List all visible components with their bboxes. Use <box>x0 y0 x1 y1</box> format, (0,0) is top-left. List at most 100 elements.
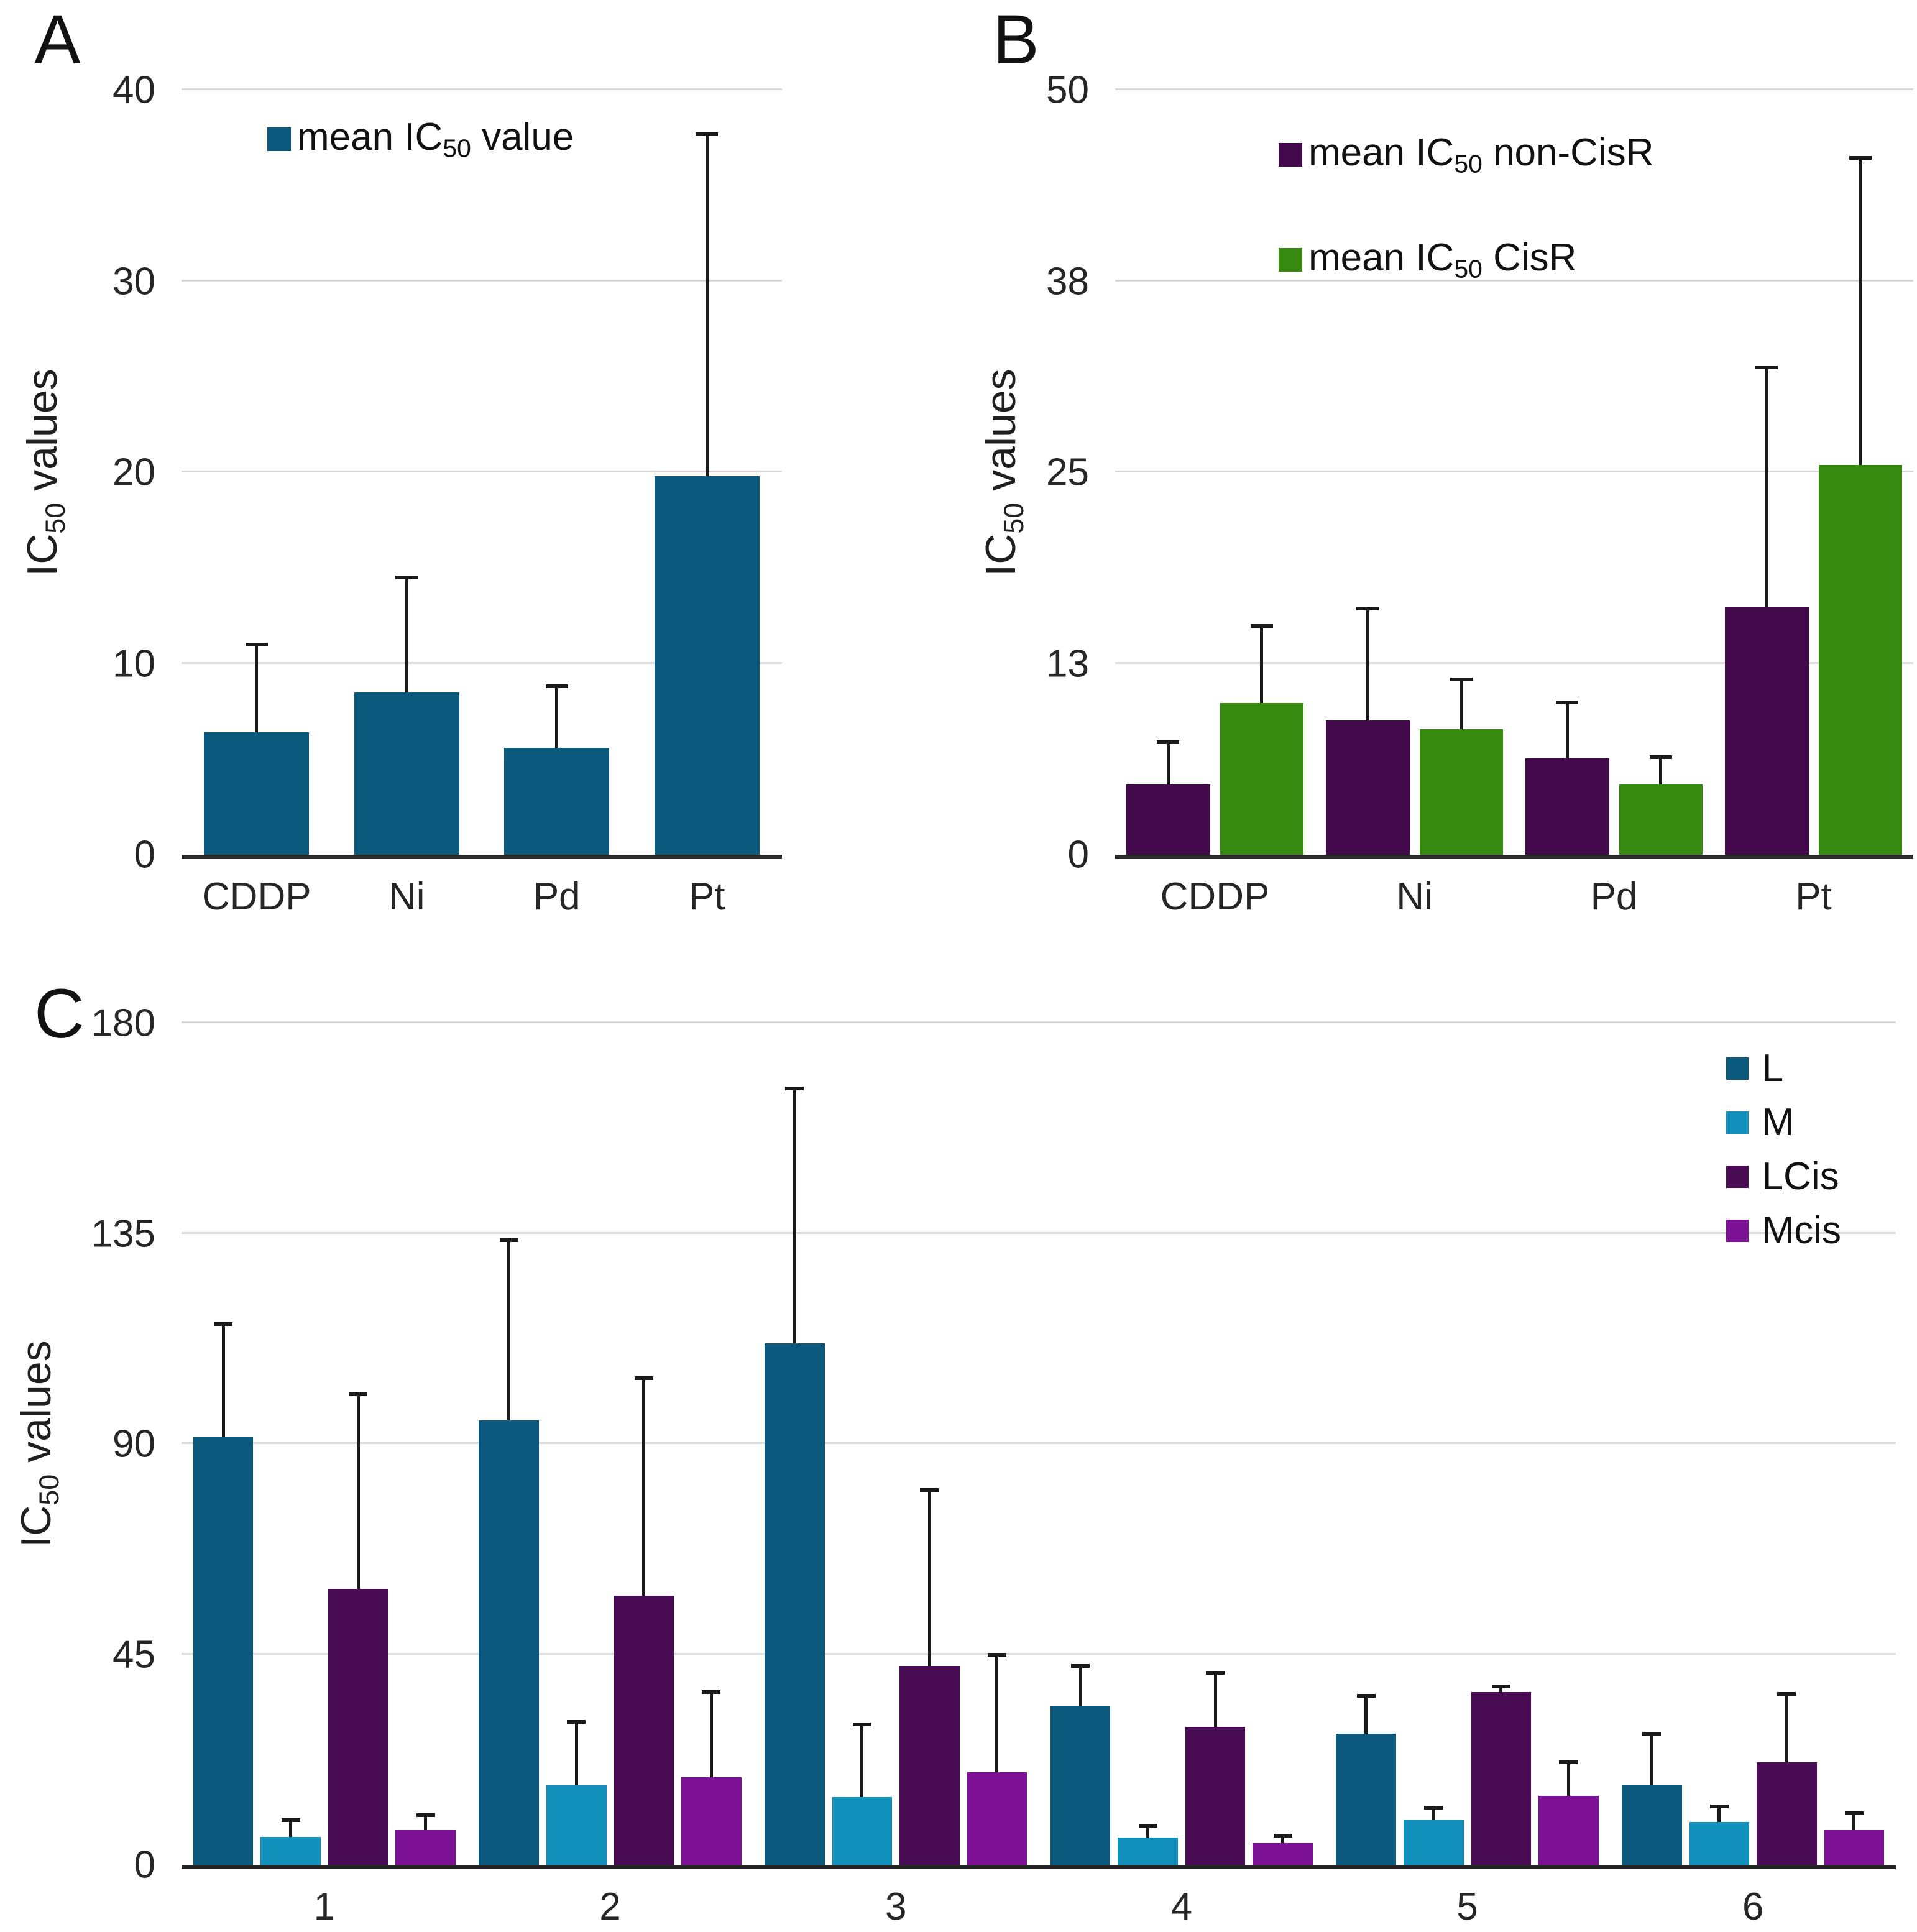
gridline <box>182 1021 1896 1023</box>
bar-slot <box>328 1023 388 1865</box>
legend-item: LCis <box>1726 1154 1841 1198</box>
gridline <box>182 1231 1896 1234</box>
bar-group <box>332 90 482 855</box>
bar-slot <box>1185 1023 1246 1865</box>
x-category-label: 4 <box>1170 1885 1193 1928</box>
y-tick-label: 13 <box>1046 642 1089 685</box>
bar-mean-ic50-cisr <box>1220 703 1304 855</box>
panel-label-a: A <box>34 1 81 78</box>
legend-swatch <box>1726 1165 1749 1188</box>
error-bar-cap <box>1157 740 1180 744</box>
bar-slot <box>1126 90 1210 855</box>
error-bar-cap <box>634 1376 653 1380</box>
bar-Mcis <box>681 1777 742 1865</box>
error-bar-line <box>1364 1694 1368 1734</box>
bar-slot <box>546 1023 607 1865</box>
gridline <box>182 88 782 90</box>
x-category-label: Ni <box>388 875 425 918</box>
bar-mean-ic50-value <box>654 476 760 855</box>
error-bar-line <box>1146 1823 1150 1838</box>
error-bar-cap <box>349 1392 368 1397</box>
error-bar-cap <box>1206 1670 1225 1675</box>
bar-mean-ic50-value <box>504 747 610 855</box>
plot-area-b <box>1115 88 1913 859</box>
bar-LCis <box>328 1589 388 1865</box>
error-bar-cap <box>702 1690 721 1694</box>
y-tick-label: 38 <box>1046 260 1089 303</box>
bar-LCis <box>1757 1762 1817 1865</box>
x-axis-labels-a: CDDP Ni Pd Pt <box>182 875 782 919</box>
legend-swatch <box>1726 1111 1749 1134</box>
error-bar-cap <box>416 1813 435 1818</box>
error-bar-line <box>1650 1731 1653 1786</box>
bar-Mcis <box>1824 1830 1885 1865</box>
bar-slot <box>1325 90 1410 855</box>
y-tick-label: 90 <box>113 1422 155 1466</box>
bar-L <box>479 1420 539 1865</box>
panel-label-c: C <box>34 975 85 1052</box>
error-bar-cap <box>1709 1804 1729 1808</box>
gridline <box>1115 88 1913 90</box>
bar-LCis <box>1185 1727 1246 1865</box>
error-bar-cap <box>1138 1823 1157 1828</box>
error-bar-line <box>1166 740 1170 784</box>
error-bar-cap <box>1556 700 1579 704</box>
bar-group <box>1039 1023 1325 1865</box>
x-category-label: Pt <box>688 875 725 918</box>
error-bar-line <box>1717 1804 1721 1822</box>
error-bar-line <box>1460 677 1463 730</box>
error-bar-cap <box>545 684 568 689</box>
error-bar-cap <box>920 1488 939 1493</box>
error-bar-cap <box>281 1818 300 1822</box>
error-bar-cap <box>1844 1811 1864 1815</box>
plot-area-c <box>182 1021 1896 1869</box>
error-bar-line <box>995 1653 999 1773</box>
y-tick-label: 40 <box>113 68 155 112</box>
bar-group <box>482 90 632 855</box>
x-category-label: 5 <box>1456 1885 1478 1928</box>
bar-group <box>1610 1023 1896 1865</box>
legend-label: mean IC50 non-CisR <box>1308 131 1654 178</box>
legend-label-subscript: 50 <box>443 134 471 163</box>
legend-label: Mcis <box>1762 1209 1841 1252</box>
legend-item: mean IC50 non-CisR <box>1279 131 1653 178</box>
error-bar-line <box>1078 1663 1082 1706</box>
bar-slot <box>967 1023 1027 1865</box>
bar-group <box>1325 1023 1611 1865</box>
error-bar-cap <box>499 1238 518 1243</box>
bar-M <box>1118 1838 1178 1865</box>
error-bar-cap <box>1356 607 1379 611</box>
bar-slot <box>765 1023 825 1865</box>
bar-group <box>753 1023 1039 1865</box>
bar-slot <box>504 90 610 855</box>
legend-label-subscript: 50 <box>1454 254 1483 283</box>
bar-mean-ic50-non-cisr <box>1724 607 1809 855</box>
gridline <box>182 471 782 472</box>
y-axis-ticks-b: 0 13 25 38 50 <box>958 69 1089 876</box>
error-bar-line <box>221 1322 225 1437</box>
y-axis-ticks-c: 0 45 90 135 180 <box>0 1002 155 1887</box>
bar-slot <box>614 1023 674 1865</box>
bar-group <box>467 1023 753 1865</box>
error-bar-cap <box>1849 155 1872 160</box>
error-bar-cap <box>1450 677 1473 681</box>
bar-Mcis <box>395 1830 456 1865</box>
bar-mean-ic50-non-cisr <box>1525 758 1609 855</box>
error-bar-cap <box>567 1719 586 1724</box>
x-category-label: Ni <box>1396 875 1433 918</box>
y-tick-label: 10 <box>113 642 155 685</box>
error-bar-line <box>574 1719 578 1786</box>
bar-group <box>1115 90 1315 855</box>
error-bar-line <box>1260 623 1264 704</box>
bar-slot <box>1220 90 1304 855</box>
error-bar-line <box>424 1813 428 1831</box>
error-bar-cap <box>1649 755 1672 760</box>
error-bar-line <box>289 1818 293 1837</box>
legend-b: mean IC50 non-CisR mean IC50 CisR <box>1279 131 1653 284</box>
legend-swatch <box>1726 1219 1749 1242</box>
x-category-label: Pt <box>1795 875 1832 918</box>
error-bar-cap <box>245 642 268 646</box>
error-bar-line <box>1565 700 1569 759</box>
bar-L <box>1622 1785 1682 1865</box>
bar-slot <box>1622 1023 1682 1865</box>
